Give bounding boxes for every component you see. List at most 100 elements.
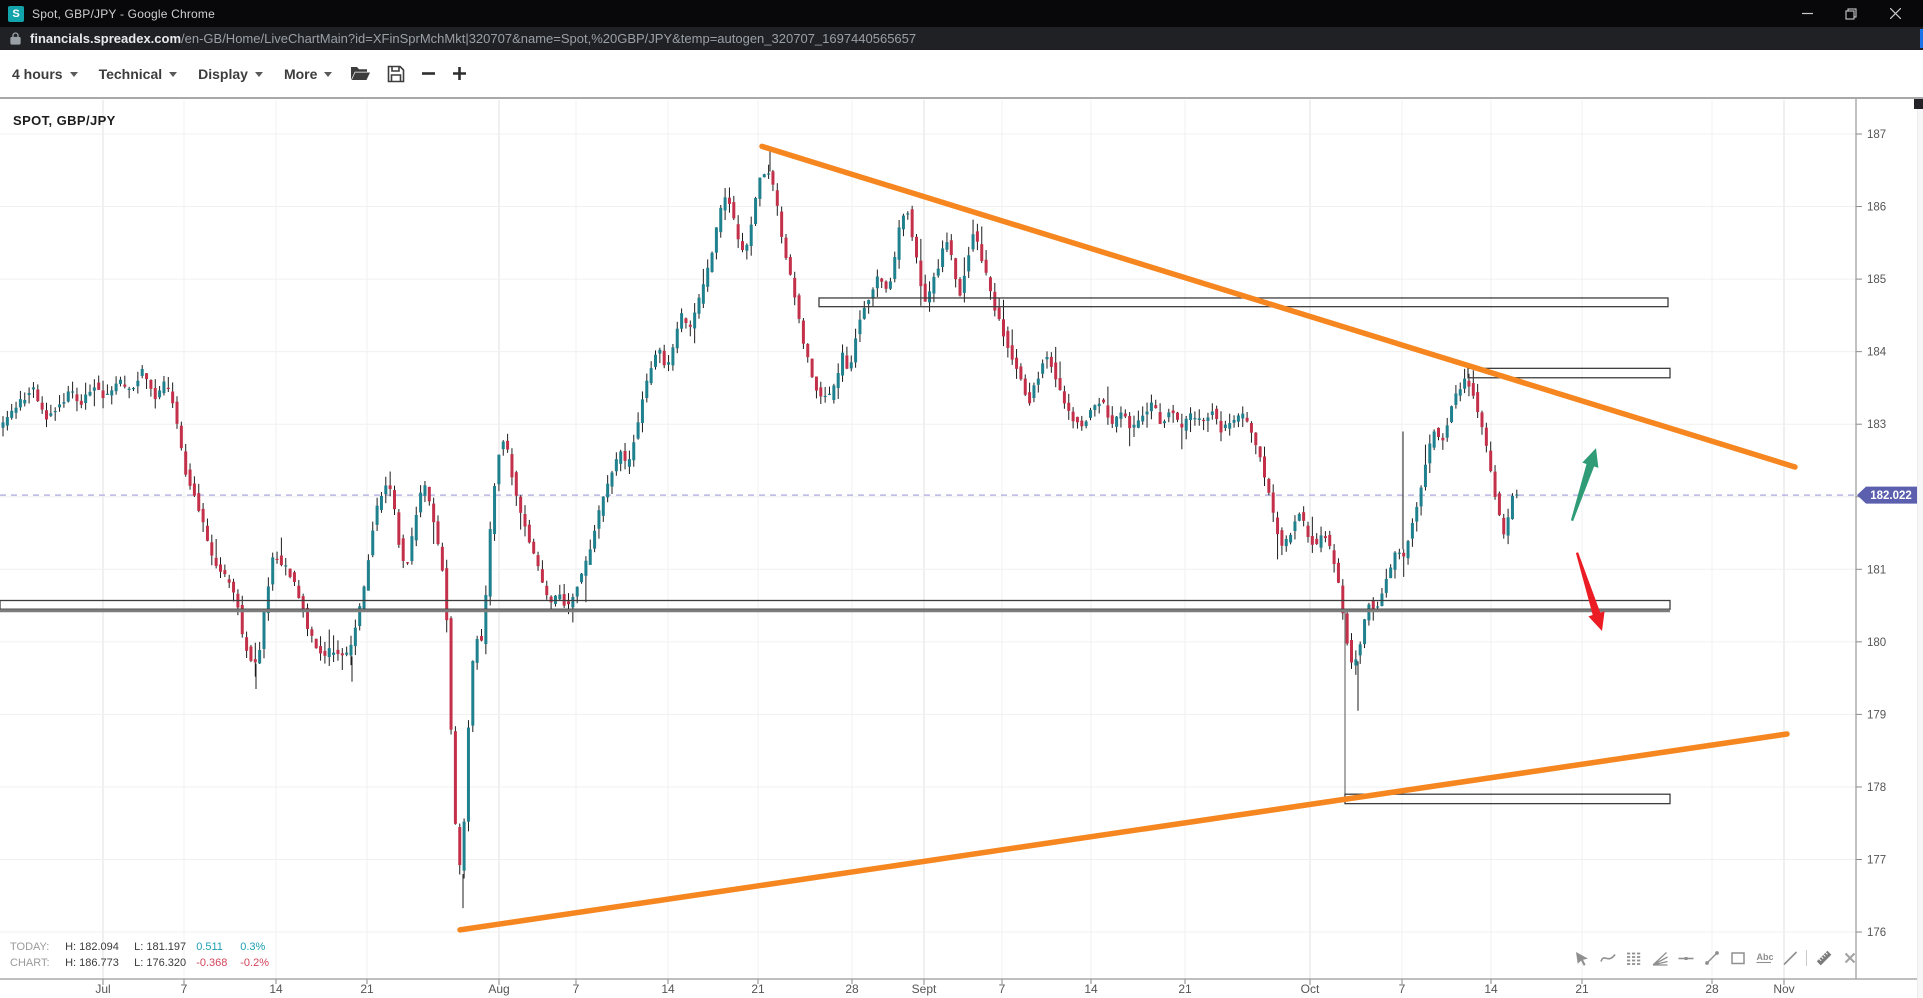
candle <box>149 379 153 389</box>
candle <box>349 644 353 656</box>
candle <box>1032 385 1036 398</box>
url-bar[interactable]: financials.spreadex.com/en-GB/Home/LiveC… <box>0 27 1923 50</box>
url-text[interactable]: financials.spreadex.com/en-GB/Home/LiveC… <box>30 31 916 46</box>
trend-line-icon[interactable] <box>1702 948 1721 967</box>
candle <box>1149 402 1153 412</box>
candle <box>1193 418 1197 420</box>
technical-dropdown[interactable]: Technical <box>99 66 178 82</box>
chart-label: CHART: <box>10 957 50 969</box>
candle <box>1428 443 1432 464</box>
candle <box>971 234 975 250</box>
curve-tool-icon[interactable] <box>1598 948 1617 967</box>
candle <box>310 629 314 636</box>
candle <box>1054 362 1058 380</box>
candle <box>1363 619 1367 645</box>
symbol-label: SPOT, GBP/JPY <box>13 113 116 128</box>
rectangle-tool-icon[interactable] <box>1728 948 1747 967</box>
timeframe-dropdown[interactable]: 4 hours <box>12 66 78 82</box>
candle <box>384 485 388 495</box>
candle <box>519 496 523 513</box>
candle <box>806 344 810 358</box>
candle <box>1084 421 1088 426</box>
delete-icon[interactable] <box>1840 948 1859 967</box>
display-dropdown[interactable]: Display <box>198 66 263 82</box>
candle <box>410 536 414 562</box>
close-icon[interactable] <box>1873 0 1917 27</box>
chart-area[interactable]: Jul 7 14 21 Aug 7 14 21 28 Sept 7 14 21 Oct 7 14 21 28 Nov… <box>0 97 1923 998</box>
svg-text:14: 14 <box>269 982 283 996</box>
more-dropdown[interactable]: More <box>284 66 333 82</box>
zoom-in-icon[interactable] <box>452 66 467 81</box>
minimize-button[interactable] <box>1785 0 1829 27</box>
text-tool-icon[interactable]: Abc <box>1754 948 1773 967</box>
chart-stats-row: CHART: H: 186.773 L: 176.320 -0.368 -0.2… <box>10 955 269 971</box>
open-folder-icon[interactable] <box>350 65 371 82</box>
candle <box>127 388 131 391</box>
candle <box>184 451 188 475</box>
underlay-group <box>0 494 1856 795</box>
pointer-arrow-icon[interactable] <box>1572 948 1591 967</box>
candle <box>327 648 331 658</box>
candle <box>123 384 127 387</box>
candle <box>949 240 953 255</box>
candle <box>1206 417 1210 421</box>
candle <box>1336 562 1340 583</box>
svg-text:7: 7 <box>181 982 188 996</box>
candle <box>714 227 718 253</box>
svg-text:21: 21 <box>1575 982 1589 996</box>
candle <box>1071 411 1075 422</box>
candle <box>671 347 675 366</box>
svg-text:21: 21 <box>1178 982 1192 996</box>
candle <box>145 373 149 380</box>
candle <box>297 585 301 599</box>
candle <box>1423 464 1427 487</box>
candle <box>636 422 640 439</box>
candle <box>1328 534 1332 547</box>
fan-lines-icon[interactable] <box>1650 948 1669 967</box>
candle <box>597 510 601 529</box>
candle <box>92 387 96 391</box>
candle <box>1358 644 1362 656</box>
candle <box>292 572 296 582</box>
candle <box>1 422 5 428</box>
fib-grid-icon[interactable] <box>1624 948 1643 967</box>
candle <box>1158 412 1162 424</box>
candle <box>62 402 66 404</box>
chart-toolbar: 4 hours Technical Display More <box>0 50 1923 97</box>
page-scrollbar[interactable] <box>1917 99 1923 998</box>
candle <box>758 177 762 199</box>
candle <box>1176 412 1179 420</box>
horizontal-line-icon[interactable] <box>1676 948 1695 967</box>
candle <box>910 209 914 238</box>
candle <box>423 485 427 496</box>
candle <box>1236 415 1240 422</box>
save-icon[interactable] <box>387 65 405 83</box>
candle <box>701 284 705 304</box>
zoom-out-icon[interactable] <box>421 66 436 81</box>
candle <box>506 440 510 450</box>
toolbar-separator <box>1806 949 1807 966</box>
candle <box>266 586 270 614</box>
candle <box>306 607 309 630</box>
candle <box>567 601 570 605</box>
candle <box>623 450 627 461</box>
svg-text:14: 14 <box>1084 982 1098 996</box>
descending-resistance-trendline <box>759 143 1798 470</box>
svg-text:7: 7 <box>999 982 1006 996</box>
candle <box>140 369 144 376</box>
candle <box>562 594 566 606</box>
candle <box>40 402 44 410</box>
candle <box>1015 357 1019 369</box>
candle <box>553 595 557 604</box>
candle <box>1241 413 1245 419</box>
candle <box>849 362 853 369</box>
restore-button[interactable] <box>1829 0 1873 27</box>
candle <box>1123 413 1127 417</box>
chart-canvas[interactable]: Jul 7 14 21 Aug 7 14 21 28 Sept 7 14 21 Oct 7 14 21 28 Nov… <box>0 99 1923 998</box>
chart-low: L: 176.320 <box>134 957 187 969</box>
ruler-icon[interactable] <box>1814 948 1833 967</box>
svg-text:181: 181 <box>1867 564 1886 576</box>
candle <box>571 597 575 608</box>
diagonal-line-icon[interactable] <box>1780 948 1799 967</box>
candle <box>606 483 610 498</box>
